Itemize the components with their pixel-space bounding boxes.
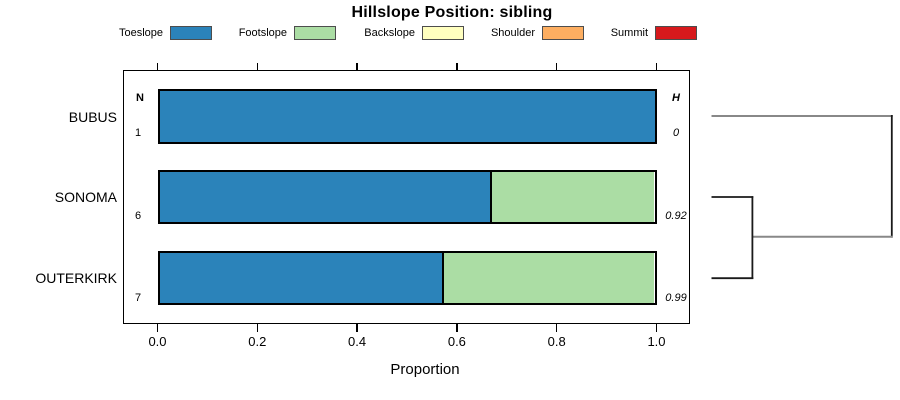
x-axis-label: Proportion [390, 361, 460, 378]
bar-sonoma [157, 170, 657, 224]
x-axis-tick-top [555, 62, 558, 70]
legend-swatch-shoulder [542, 26, 584, 40]
x-axis-tick-bottom [256, 324, 259, 332]
x-axis-tick-label: 0.2 [248, 334, 267, 349]
legend-swatch-backslope [422, 26, 464, 40]
x-axis-tick-label: 1.0 [647, 334, 666, 349]
bar-segment-footslope [489, 172, 655, 222]
x-axis-tick-bottom [655, 324, 658, 332]
bar-segment-toeslope [159, 172, 490, 222]
h-value: 0.99 [665, 292, 687, 304]
n-value: 6 [134, 209, 142, 222]
x-axis-tick-label: 0.6 [447, 334, 466, 349]
x-axis-tick-top [655, 62, 658, 70]
legend-label-summit: Summit [610, 27, 648, 39]
x-axis-tick-bottom [156, 324, 159, 332]
x-axis-tick-label: 0.0 [148, 334, 167, 349]
x-axis-tick-top [256, 62, 259, 70]
x-axis-tick-top [156, 62, 159, 70]
bar-segment-toeslope [159, 253, 443, 303]
x-axis-tick-bottom [456, 324, 458, 332]
legend-swatch-footslope [294, 26, 336, 40]
x-axis-tick-label: 0.8 [547, 334, 566, 349]
legend-label-toeslope: Toeslope [118, 27, 163, 39]
x-axis-tick-bottom [555, 324, 558, 332]
row-label-outerkirk: OUTERKIRK [35, 270, 117, 286]
legend-label-shoulder: Shoulder [490, 27, 535, 39]
h-column-header: H [672, 92, 680, 104]
bar-outerkirk [157, 251, 657, 305]
h-value: 0 [672, 127, 680, 139]
bar-bubus [157, 89, 657, 144]
legend-label-backslope: Backslope [364, 27, 415, 39]
x-axis-tick-bottom [356, 324, 358, 332]
x-axis-tick-top [356, 62, 358, 70]
row-label-sonoma: SONOMA [54, 189, 117, 205]
legend-swatch-summit [655, 26, 697, 40]
legend-label-footslope: Footslope [238, 27, 287, 39]
x-axis-tick-label: 0.4 [348, 334, 367, 349]
legend-swatch-toeslope [170, 26, 212, 40]
h-value: 0.92 [665, 209, 687, 222]
row-label-bubus: BUBUS [68, 108, 117, 125]
n-value: 7 [134, 292, 142, 304]
bar-segment-toeslope [159, 91, 655, 142]
n-column-header: N [136, 92, 144, 104]
bar-segment-footslope [442, 253, 655, 303]
n-value: 1 [134, 127, 142, 139]
x-axis-tick-top [456, 62, 458, 70]
chart-title: Hillslope Position: sibling [351, 4, 553, 21]
